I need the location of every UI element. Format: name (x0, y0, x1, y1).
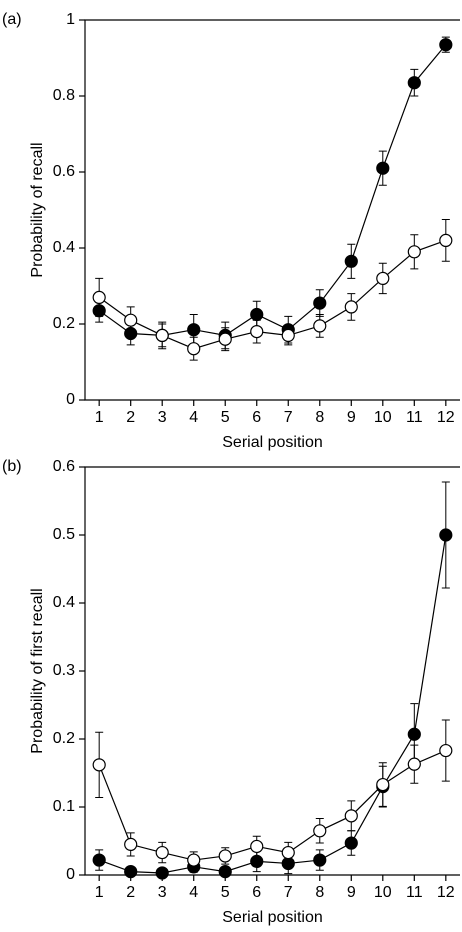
x-tick-label: 6 (252, 409, 261, 426)
marker (281, 328, 295, 342)
axis-line (84, 19, 460, 401)
x-tick-label: 2 (126, 409, 135, 426)
marker (92, 758, 106, 772)
x-tick-label: 12 (437, 409, 455, 426)
x-tick-label: 1 (95, 884, 104, 901)
marker (250, 325, 264, 339)
series-line (98, 239, 447, 350)
x-tick-label: 8 (315, 409, 324, 426)
x-tick-label: 4 (189, 884, 198, 901)
marker (187, 853, 201, 867)
y-tick-label: 0.5 (53, 526, 75, 543)
marker (124, 864, 138, 879)
marker (250, 839, 264, 854)
x-tick-label: 4 (189, 409, 198, 426)
marker (407, 76, 421, 90)
x-tick-label: 8 (315, 884, 324, 901)
marker (187, 342, 201, 356)
marker (407, 757, 421, 771)
x-tick-label: 3 (158, 884, 167, 901)
y-tick-label: 0.4 (53, 239, 75, 256)
marker (313, 853, 327, 867)
y-axis-title: Probability of first recall (29, 588, 46, 753)
x-tick-label: 2 (126, 884, 135, 901)
marker (281, 845, 295, 860)
marker (376, 777, 390, 792)
x-tick-label: 11 (406, 409, 423, 426)
marker (439, 38, 453, 52)
x-tick-label: 1 (95, 409, 104, 426)
x-tick-label: 11 (406, 884, 423, 901)
marker (376, 161, 390, 175)
x-tick-label: 10 (374, 884, 392, 901)
x-tick-label: 5 (221, 409, 230, 426)
y-tick-label: 0 (66, 866, 75, 883)
marker (439, 233, 453, 247)
marker (218, 849, 232, 863)
marker (407, 727, 421, 741)
y-tick-label: 0.6 (53, 163, 75, 180)
y-tick-label: 0.3 (53, 662, 75, 679)
panel-label: (b) (2, 458, 22, 475)
marker (187, 323, 201, 337)
y-tick-label: 0.2 (53, 315, 75, 332)
marker (344, 836, 358, 850)
x-tick-label: 9 (347, 884, 356, 901)
marker (313, 296, 327, 310)
x-tick-label: 5 (221, 884, 230, 901)
marker (250, 307, 264, 322)
x-tick-label: 10 (374, 409, 392, 426)
marker (155, 328, 169, 342)
y-tick-label: 0.4 (53, 594, 75, 611)
panel-label: (a) (2, 11, 22, 28)
marker (124, 837, 138, 852)
marker (92, 853, 106, 867)
marker (344, 300, 358, 314)
marker (92, 304, 106, 318)
x-tick-label: 12 (437, 884, 455, 901)
series-line (98, 44, 447, 337)
x-tick-label: 7 (284, 409, 293, 426)
marker (313, 824, 327, 838)
marker (376, 271, 390, 285)
marker (155, 866, 169, 880)
marker (439, 743, 453, 758)
marker (92, 290, 106, 304)
marker (344, 809, 358, 823)
marker (218, 332, 232, 346)
x-tick-label: 9 (347, 409, 356, 426)
y-tick-label: 0.1 (53, 798, 75, 815)
x-tick-label: 6 (252, 884, 261, 901)
x-tick-label: 7 (284, 884, 293, 901)
marker (250, 854, 264, 869)
marker (124, 313, 138, 327)
marker (124, 326, 138, 341)
marker (313, 319, 327, 333)
y-tick-label: 0.2 (53, 730, 75, 747)
y-tick-label: 0.8 (53, 87, 75, 104)
y-tick-label: 0 (66, 391, 75, 408)
marker (155, 845, 169, 860)
marker (218, 864, 232, 879)
x-axis-title: Serial position (222, 434, 323, 451)
x-axis-title: Serial position (222, 909, 323, 926)
series-line (98, 750, 447, 861)
axis-line (84, 466, 460, 876)
marker (439, 528, 453, 542)
y-tick-label: 0.6 (53, 458, 75, 475)
x-tick-label: 3 (158, 409, 167, 426)
marker (344, 254, 358, 268)
y-axis-title: Probability of recall (29, 142, 46, 277)
marker (407, 245, 421, 259)
marker (281, 856, 295, 871)
y-tick-label: 1 (66, 11, 75, 28)
series-line (98, 534, 447, 874)
